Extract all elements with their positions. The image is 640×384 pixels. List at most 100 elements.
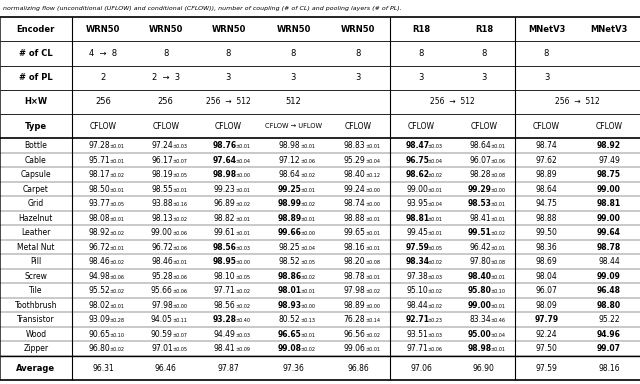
Text: ±0.00: ±0.00 — [365, 202, 380, 207]
Text: ±0.02: ±0.02 — [109, 289, 125, 294]
Text: 98.64: 98.64 — [536, 185, 557, 194]
Text: 98.16: 98.16 — [598, 364, 620, 372]
Text: 98.01: 98.01 — [278, 286, 301, 295]
Text: 98.88: 98.88 — [344, 214, 365, 223]
Text: normalizing flow (unconditional (UFLOW) and conditional (CFLOW)), number of coup: normalizing flow (unconditional (UFLOW) … — [3, 6, 402, 11]
Text: ±0.01: ±0.01 — [490, 348, 506, 353]
Text: Encoder: Encoder — [17, 25, 55, 34]
Text: 95.00: 95.00 — [468, 330, 492, 339]
Text: ±0.01: ±0.01 — [109, 144, 125, 149]
Text: ±0.07: ±0.07 — [172, 333, 188, 338]
Text: 98.74: 98.74 — [344, 199, 365, 208]
Text: ±0.01: ±0.01 — [428, 231, 443, 236]
Text: 99.50: 99.50 — [536, 228, 557, 237]
Text: ±0.03: ±0.03 — [428, 144, 443, 149]
Text: 93.09: 93.09 — [88, 315, 110, 324]
Text: R18: R18 — [475, 25, 493, 34]
Text: Transistor: Transistor — [17, 315, 54, 324]
Text: ±0.13: ±0.13 — [300, 318, 315, 323]
Text: 8: 8 — [356, 49, 361, 58]
Text: Pill: Pill — [30, 257, 42, 266]
Text: ±0.00: ±0.00 — [365, 188, 380, 193]
Text: 8: 8 — [163, 49, 168, 58]
Text: ±0.14: ±0.14 — [365, 318, 380, 323]
Text: 256: 256 — [158, 98, 173, 106]
Text: 8: 8 — [291, 49, 296, 58]
Text: ±0.02: ±0.02 — [300, 202, 315, 207]
Text: CFLOW: CFLOW — [408, 122, 435, 131]
Text: Leather: Leather — [21, 228, 51, 237]
Text: 97.28: 97.28 — [88, 141, 110, 150]
Text: ±0.06: ±0.06 — [172, 289, 188, 294]
Text: ±0.01: ±0.01 — [365, 348, 380, 353]
Text: H×W: H×W — [24, 98, 47, 106]
Text: 3: 3 — [291, 73, 296, 82]
Text: 8: 8 — [544, 49, 549, 58]
Text: ±0.46: ±0.46 — [490, 318, 506, 323]
Text: 76.28: 76.28 — [344, 315, 365, 324]
Text: ±0.02: ±0.02 — [490, 231, 506, 236]
Text: 98.75: 98.75 — [597, 170, 621, 179]
Text: ±0.01: ±0.01 — [365, 275, 380, 280]
Text: 98.64: 98.64 — [469, 141, 491, 150]
Text: ±0.16: ±0.16 — [172, 202, 188, 207]
Text: ±0.28: ±0.28 — [109, 318, 125, 323]
Text: CFLOW: CFLOW — [152, 122, 179, 131]
Text: 98.50: 98.50 — [88, 185, 110, 194]
Text: 90.65: 90.65 — [88, 330, 110, 339]
Text: CFLOW: CFLOW — [215, 122, 242, 131]
Text: ±0.40: ±0.40 — [235, 318, 250, 323]
Text: 98.83: 98.83 — [344, 141, 365, 150]
Text: 98.36: 98.36 — [536, 243, 557, 252]
Text: ±0.05: ±0.05 — [172, 173, 188, 178]
Text: 96.31: 96.31 — [92, 364, 114, 372]
Text: WRN50: WRN50 — [86, 25, 120, 34]
Text: 98.09: 98.09 — [536, 301, 557, 310]
Text: 93.88: 93.88 — [151, 199, 173, 208]
Text: 96.42: 96.42 — [469, 243, 491, 252]
Text: 3: 3 — [544, 73, 549, 82]
Text: 97.62: 97.62 — [536, 156, 557, 164]
Text: 98.13: 98.13 — [151, 214, 173, 223]
Text: 95.52: 95.52 — [88, 286, 110, 295]
Text: 98.56: 98.56 — [212, 243, 237, 252]
Text: 97.38: 97.38 — [406, 271, 428, 281]
Text: 96.48: 96.48 — [597, 286, 621, 295]
Text: ±0.01: ±0.01 — [109, 246, 125, 251]
Text: 98.88: 98.88 — [536, 214, 557, 223]
Text: 98.98: 98.98 — [468, 344, 492, 353]
Text: ±0.10: ±0.10 — [490, 289, 506, 294]
Text: ±0.00: ±0.00 — [490, 188, 506, 193]
Text: 96.80: 96.80 — [88, 344, 110, 353]
Text: # of CL: # of CL — [19, 49, 52, 58]
Text: ±0.01: ±0.01 — [172, 260, 188, 265]
Text: 93.28: 93.28 — [212, 315, 237, 324]
Text: 97.80: 97.80 — [469, 257, 491, 266]
Text: 97.71: 97.71 — [406, 344, 428, 353]
Text: 98.47: 98.47 — [405, 141, 429, 150]
Text: 98.19: 98.19 — [151, 170, 173, 179]
Text: ±0.01: ±0.01 — [490, 202, 506, 207]
Text: 256: 256 — [95, 98, 111, 106]
Text: 97.59: 97.59 — [536, 364, 557, 372]
Text: 96.17: 96.17 — [151, 156, 173, 164]
Text: 98.98: 98.98 — [279, 141, 300, 150]
Text: 98.69: 98.69 — [536, 257, 557, 266]
Text: ±0.01: ±0.01 — [109, 159, 125, 164]
Text: 96.89: 96.89 — [214, 199, 236, 208]
Text: ±0.04: ±0.04 — [428, 159, 443, 164]
Text: 98.80: 98.80 — [597, 301, 621, 310]
Text: 256  →  512: 256 → 512 — [206, 98, 251, 106]
Text: ±0.06: ±0.06 — [428, 348, 443, 353]
Text: ±0.02: ±0.02 — [109, 260, 125, 265]
Text: 256  →  512: 256 → 512 — [556, 98, 600, 106]
Text: Bottle: Bottle — [24, 141, 47, 150]
Text: 96.72: 96.72 — [88, 243, 110, 252]
Text: CFLOW: CFLOW — [470, 122, 497, 131]
Text: CFLOW: CFLOW — [595, 122, 623, 131]
Text: CFLOW → UFLOW: CFLOW → UFLOW — [265, 123, 322, 129]
Text: 98.98: 98.98 — [212, 170, 237, 179]
Text: 94.05: 94.05 — [151, 315, 173, 324]
Text: Toothbrush: Toothbrush — [15, 301, 57, 310]
Text: 94.49: 94.49 — [214, 330, 236, 339]
